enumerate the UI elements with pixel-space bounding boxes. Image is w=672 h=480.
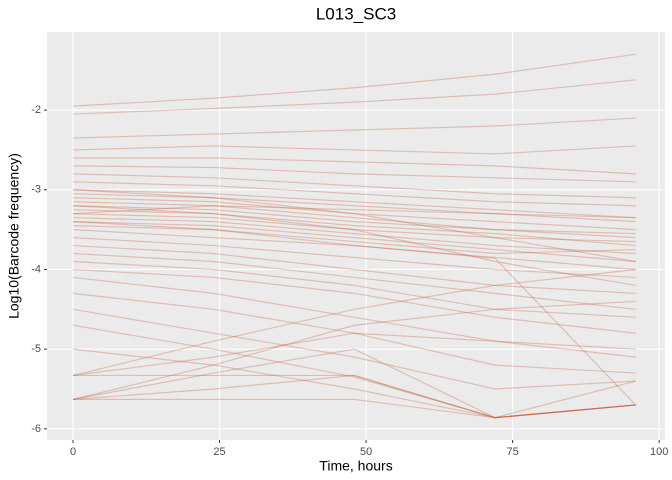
series-line	[72, 348, 636, 419]
y-tick-label: -3	[31, 184, 41, 196]
series-line	[72, 221, 637, 406]
series-line	[72, 53, 636, 107]
panel	[47, 32, 665, 440]
series-line	[72, 205, 636, 286]
series-line	[73, 157, 636, 175]
series-line	[72, 348, 636, 419]
series-line	[73, 117, 636, 139]
series-line	[73, 193, 636, 223]
series-line	[72, 236, 636, 279]
series-line	[73, 197, 636, 231]
series-line	[73, 205, 636, 235]
series-line	[73, 209, 636, 247]
series-line	[73, 398, 636, 419]
series-line	[73, 201, 636, 239]
series-line	[72, 79, 636, 115]
x-tick-label: 25	[213, 446, 225, 458]
chart-title: L013_SC3	[316, 4, 396, 23]
y-tick-label: -5	[31, 343, 41, 355]
series-line	[72, 324, 636, 419]
series-line	[73, 189, 636, 219]
series-line	[72, 332, 636, 377]
series-line	[73, 181, 636, 207]
series-line	[72, 189, 636, 263]
series-line	[73, 145, 636, 155]
series-line	[72, 276, 636, 350]
series-line	[73, 225, 636, 255]
series-line	[72, 229, 636, 271]
y-tick-label: -4	[31, 263, 41, 275]
x-tick-label: 75	[506, 446, 518, 458]
x-axis-title: Time, hours	[319, 458, 392, 474]
y-tick-label: -6	[31, 423, 41, 435]
y-tick-label: -2	[31, 104, 41, 116]
series-line	[72, 244, 636, 294]
series-line	[73, 173, 636, 199]
series-line	[72, 300, 636, 400]
series-line	[73, 165, 636, 183]
series-line	[72, 268, 636, 334]
series-line	[72, 292, 636, 374]
series-line	[73, 221, 636, 263]
series-line	[73, 213, 636, 243]
x-tick-label: 50	[360, 446, 372, 458]
series-line	[72, 205, 636, 219]
series-line	[73, 217, 636, 255]
series-line	[72, 308, 636, 390]
series-line	[72, 374, 636, 419]
series-line	[72, 268, 636, 377]
series-line	[72, 260, 636, 318]
x-tick-label: 100	[650, 446, 668, 458]
x-tick-label: 0	[70, 446, 76, 458]
series-line	[72, 252, 636, 310]
y-axis-title: Log10(Barcode frequency)	[6, 153, 22, 319]
series-line	[73, 374, 636, 419]
